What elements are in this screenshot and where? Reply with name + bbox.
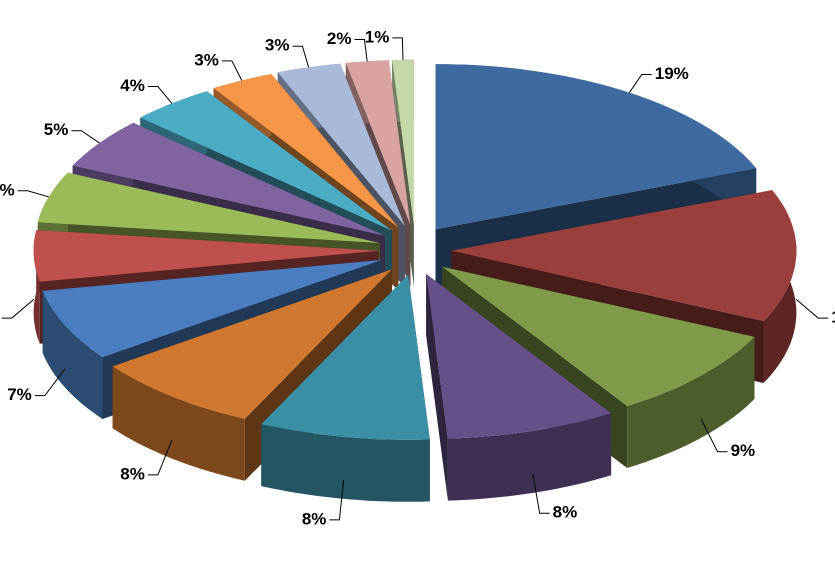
data-label: 13% bbox=[831, 308, 835, 327]
slice-top bbox=[435, 64, 757, 230]
leader-line bbox=[329, 480, 345, 521]
slice-top bbox=[392, 59, 414, 225]
data-label: 3% bbox=[265, 36, 290, 55]
data-label: 5% bbox=[0, 180, 15, 199]
leader-line bbox=[1, 298, 35, 319]
slice-top bbox=[42, 260, 382, 357]
data-label: 5% bbox=[44, 120, 69, 139]
data-label: 9% bbox=[731, 441, 756, 460]
data-label: 7% bbox=[7, 385, 32, 404]
data-label: 8% bbox=[553, 503, 578, 522]
slice-top bbox=[37, 172, 381, 243]
leader-line bbox=[628, 73, 652, 93]
leader-line bbox=[147, 85, 173, 104]
leader-line bbox=[392, 37, 404, 60]
data-label: 2% bbox=[327, 29, 352, 48]
leader-line bbox=[354, 38, 368, 62]
slice bbox=[261, 274, 430, 502]
leader-line bbox=[700, 418, 728, 453]
leader-line bbox=[147, 439, 173, 476]
slice-top bbox=[345, 60, 411, 225]
slice-top bbox=[140, 91, 392, 231]
slice-top bbox=[112, 269, 392, 419]
slice-top bbox=[277, 63, 405, 226]
data-label: 8% bbox=[120, 464, 145, 483]
data-label: 19% bbox=[655, 64, 689, 83]
slice bbox=[426, 274, 612, 501]
data-label: 4% bbox=[120, 76, 145, 95]
data-label: 8% bbox=[302, 509, 327, 528]
slice-wall bbox=[426, 274, 448, 501]
leader-line bbox=[34, 368, 66, 397]
leader-line bbox=[221, 60, 243, 81]
leader-line bbox=[17, 190, 49, 198]
data-label: 3% bbox=[194, 50, 219, 69]
slice-side bbox=[447, 413, 612, 501]
slice-top bbox=[451, 190, 797, 321]
leader-line bbox=[795, 298, 829, 319]
slice-side bbox=[42, 290, 103, 419]
slice-top bbox=[72, 122, 385, 236]
leader-line bbox=[292, 45, 310, 68]
slice-top bbox=[261, 274, 430, 440]
leader-line bbox=[71, 130, 100, 144]
slice-side bbox=[112, 366, 245, 481]
slice-side bbox=[627, 336, 755, 468]
leader-line bbox=[532, 474, 550, 514]
slice-top bbox=[33, 230, 379, 282]
slice-top bbox=[213, 74, 399, 228]
slice-side bbox=[261, 424, 430, 502]
data-label: 1% bbox=[365, 27, 390, 46]
slice-top bbox=[426, 274, 612, 439]
slice-top bbox=[442, 266, 755, 406]
